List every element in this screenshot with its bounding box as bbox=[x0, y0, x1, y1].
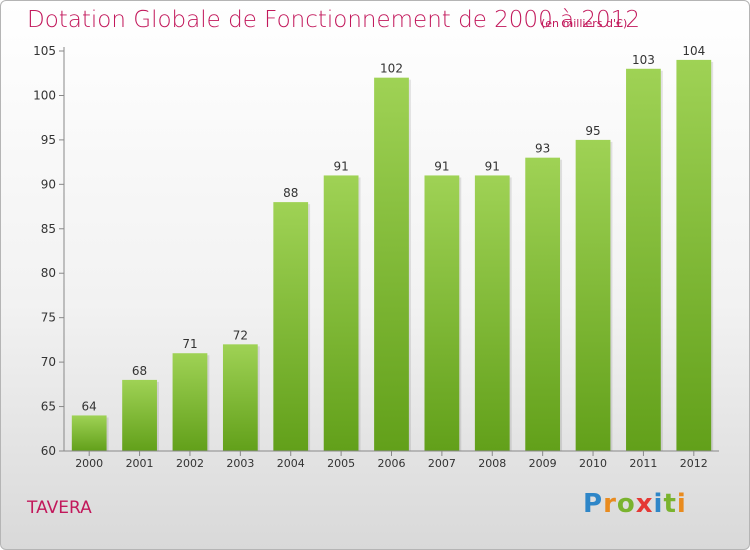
x-tick-label: 2012 bbox=[680, 457, 708, 470]
logo-letter: i bbox=[676, 489, 687, 519]
bar-value-label: 72 bbox=[233, 328, 248, 342]
y-tick-label: 105 bbox=[33, 44, 56, 58]
proxiti-logo: Proxiti bbox=[583, 489, 687, 519]
bar-2008 bbox=[474, 175, 510, 451]
y-tick-label: 80 bbox=[41, 266, 56, 280]
bar-value-label: 95 bbox=[585, 124, 600, 138]
logo-letter: i bbox=[653, 489, 664, 519]
bar-value-label: 102 bbox=[380, 62, 403, 76]
logo-letter: P bbox=[583, 489, 604, 519]
x-tick-label: 2010 bbox=[579, 457, 607, 470]
x-tick-label: 2011 bbox=[629, 457, 657, 470]
commune-name: TAVERA bbox=[27, 498, 92, 518]
bar-value-label: 93 bbox=[535, 142, 550, 156]
y-tick-label: 95 bbox=[41, 133, 56, 147]
bar-value-label: 91 bbox=[434, 159, 449, 173]
logo-letter: r bbox=[603, 489, 617, 519]
bar-2011 bbox=[626, 68, 661, 452]
bar-value-label: 104 bbox=[682, 44, 705, 58]
y-tick-label: 60 bbox=[41, 444, 56, 458]
x-tick-label: 2009 bbox=[529, 457, 557, 470]
bar-2012 bbox=[676, 59, 712, 452]
chart-unit: (en milliers d'€) bbox=[541, 17, 628, 30]
x-tick-label: 2004 bbox=[277, 457, 305, 470]
y-tick-label: 75 bbox=[41, 311, 56, 325]
logo-letter: x bbox=[635, 489, 654, 519]
bar-value-label: 88 bbox=[283, 186, 298, 200]
x-tick-label: 2002 bbox=[176, 457, 204, 470]
bar-value-label: 103 bbox=[632, 53, 655, 67]
bar-2003 bbox=[222, 344, 258, 451]
logo-letter: o bbox=[616, 489, 636, 519]
bar-2009 bbox=[525, 157, 561, 451]
y-tick-label: 90 bbox=[41, 177, 56, 191]
bar-2006 bbox=[374, 77, 409, 452]
logo-letter: t bbox=[663, 489, 677, 519]
bar-2004 bbox=[273, 202, 309, 451]
bar-2002 bbox=[172, 353, 208, 451]
x-tick-label: 2008 bbox=[478, 457, 506, 470]
bar-2005 bbox=[323, 175, 359, 451]
bar-2000 bbox=[71, 415, 107, 451]
bar-2010 bbox=[575, 139, 611, 451]
x-tick-label: 2003 bbox=[226, 457, 254, 470]
x-tick-label: 2007 bbox=[428, 457, 456, 470]
bar-2001 bbox=[122, 379, 157, 451]
y-tick-label: 65 bbox=[41, 400, 56, 414]
bar-value-label: 91 bbox=[485, 159, 500, 173]
y-tick-label: 100 bbox=[33, 88, 56, 102]
bar-value-label: 71 bbox=[182, 337, 197, 351]
x-tick-label: 2001 bbox=[126, 457, 154, 470]
y-tick-label: 70 bbox=[41, 355, 56, 369]
x-tick-label: 2005 bbox=[327, 457, 355, 470]
bar-value-label: 91 bbox=[333, 159, 348, 173]
chart-title: Dotation Globale de Fonctionnement de 20… bbox=[27, 7, 640, 33]
bar-value-label: 64 bbox=[82, 399, 97, 413]
bar-value-label: 68 bbox=[132, 364, 147, 378]
x-tick-label: 2006 bbox=[378, 457, 406, 470]
x-tick-label: 2000 bbox=[75, 457, 103, 470]
y-tick-label: 85 bbox=[41, 222, 56, 236]
bar-2007 bbox=[424, 175, 460, 451]
